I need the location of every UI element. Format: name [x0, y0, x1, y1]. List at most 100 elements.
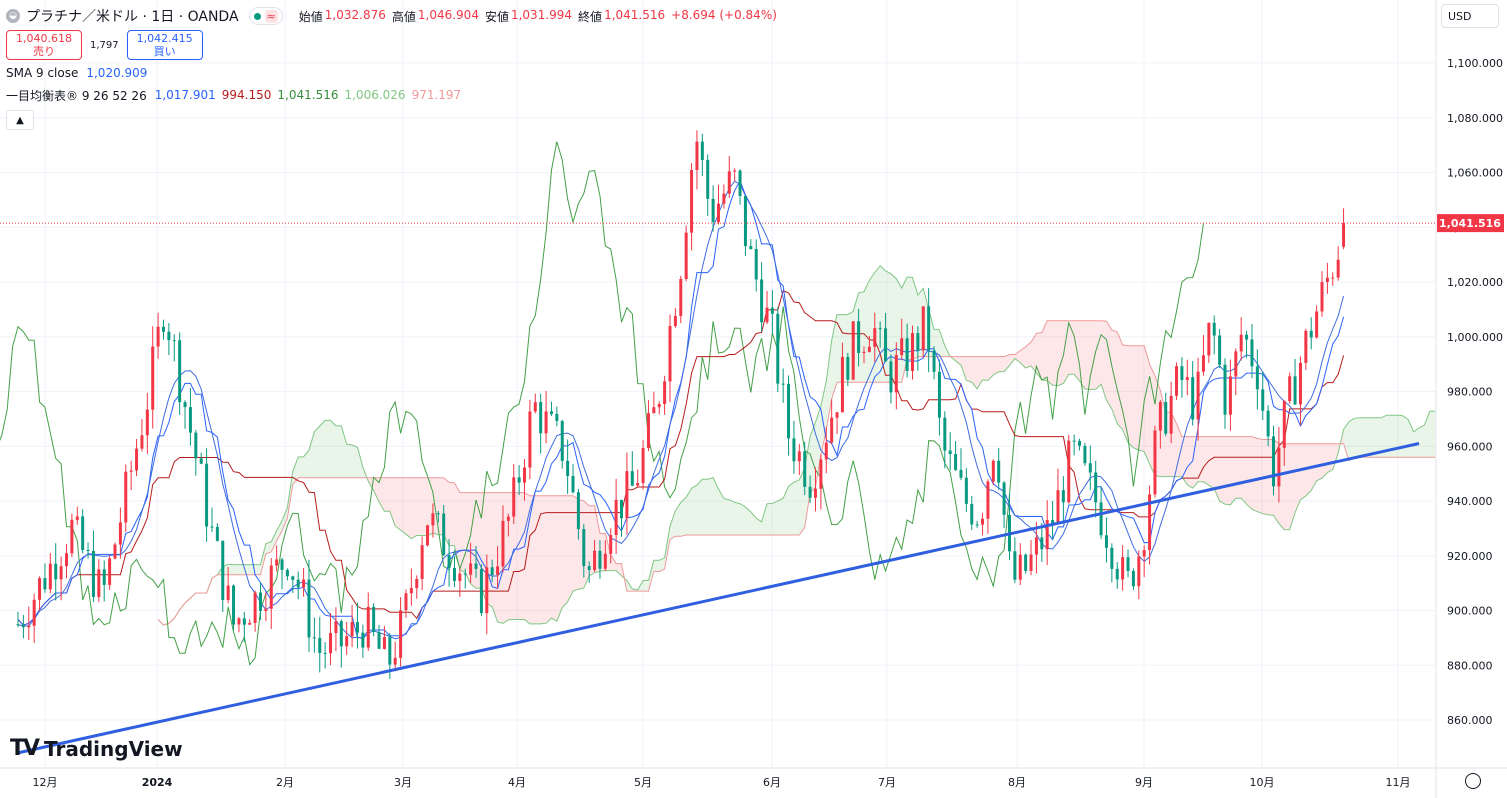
y-tick-label: 960.000 — [1447, 440, 1493, 453]
candle-body — [528, 411, 532, 468]
candle-body — [749, 246, 753, 250]
candle-body — [991, 460, 995, 482]
candle-body — [242, 618, 246, 625]
candle-body — [205, 463, 209, 527]
open-label: 始値 — [298, 9, 323, 24]
x-tick-label: 11月 — [1386, 776, 1411, 789]
candle-body — [1320, 281, 1324, 312]
candle-body — [194, 432, 198, 459]
candle-body — [485, 567, 489, 614]
candle-body — [318, 637, 322, 654]
candle-body — [183, 402, 187, 408]
x-tick-label: 7月 — [878, 776, 896, 789]
candle-body — [840, 356, 844, 413]
candle-body — [765, 307, 769, 323]
candle-body — [280, 559, 284, 570]
candle-body — [916, 333, 920, 351]
low-value: 1,031.994 — [510, 7, 573, 22]
candle-body — [905, 338, 909, 371]
candle-body — [226, 585, 230, 601]
candle-body — [32, 599, 36, 626]
candle-body — [539, 402, 543, 434]
candle-body — [873, 328, 877, 347]
candle-body — [1207, 322, 1211, 356]
candle-body — [43, 578, 47, 590]
symbol-title[interactable]: プラチナ／米ドル · 1日 · OANDA — [26, 9, 239, 25]
candle-body — [296, 579, 300, 588]
tradingview-logo[interactable]: TV TradingView — [10, 736, 183, 761]
candle-body — [178, 340, 182, 403]
candle-body — [760, 279, 764, 323]
candle-body — [474, 563, 478, 569]
candle-body — [48, 563, 52, 590]
candle-body — [16, 624, 20, 626]
candle-body — [1110, 547, 1114, 569]
close-value: 1,041.516 — [604, 7, 666, 22]
buy-button[interactable]: 1,042.415 買い — [126, 30, 203, 60]
candle-body — [1142, 550, 1146, 557]
y-tick-label: 1,100.000 — [1447, 57, 1503, 70]
candle-body — [587, 566, 591, 571]
candle-body — [388, 637, 392, 665]
candle-body — [970, 503, 974, 525]
candle-body — [1078, 440, 1082, 446]
senkou-span-b-line — [157, 320, 1436, 626]
candle-body — [393, 657, 397, 665]
candle-body — [59, 566, 63, 580]
candle-body — [582, 529, 586, 567]
candle-body — [248, 622, 252, 625]
candle-body — [1083, 445, 1087, 464]
candle-body — [1121, 557, 1125, 580]
candle-body — [442, 513, 446, 556]
candle-body — [431, 513, 435, 526]
candle-body — [339, 621, 343, 647]
candle-body — [975, 524, 979, 526]
candle-body — [1045, 520, 1049, 550]
sell-button[interactable]: 1,040.618 売り — [6, 30, 82, 60]
candle-body — [345, 636, 349, 647]
candle-body — [1061, 490, 1065, 503]
settings-gear-icon[interactable]: ⚙ — [1465, 773, 1481, 789]
candle-body — [889, 361, 893, 393]
sma-indicator-row[interactable]: SMA 9 close 1,020.909 — [6, 62, 777, 84]
candle-body — [312, 637, 316, 639]
candle-body — [1169, 395, 1173, 434]
last-price-tag — [1437, 214, 1504, 233]
candle-body — [1126, 557, 1130, 571]
currency-label: USD — [1448, 9, 1472, 23]
candle-body — [1148, 494, 1152, 551]
candle-body — [566, 460, 570, 477]
collapse-legend-button[interactable]: ▲ — [6, 110, 34, 130]
candle-body — [927, 306, 931, 351]
candle-body — [323, 653, 327, 655]
candle-body — [1336, 259, 1340, 278]
x-tick-label: 6月 — [763, 776, 781, 789]
brand-name: TradingView — [44, 736, 183, 761]
candle-body — [1288, 376, 1292, 402]
ichimoku-indicator-row[interactable]: 一目均衡表® 9 26 52 26 1,017.901 994.150 1,04… — [6, 84, 777, 106]
candle-body — [1088, 463, 1092, 473]
close-label: 終値 — [578, 9, 603, 24]
candle-body — [711, 198, 715, 223]
sma-value: 1,020.909 — [86, 66, 148, 80]
candle-body — [878, 328, 882, 330]
candle-body — [1029, 554, 1033, 571]
ohlc-values: 始値 1,032.876 高値 1,046.904 安値 1,031.994 終値 1,… — [293, 8, 777, 25]
candle-body — [722, 193, 726, 204]
candle-body — [1072, 440, 1076, 442]
candle-body — [1175, 366, 1179, 396]
candle-body — [118, 522, 122, 545]
market-status-pill[interactable]: ≈ — [248, 7, 283, 25]
candle-body — [1272, 436, 1276, 487]
candle-body — [1250, 339, 1254, 367]
candle-body — [1099, 502, 1103, 536]
candle-body — [1234, 351, 1238, 377]
candle-body — [964, 477, 968, 504]
y-tick-label: 920.000 — [1447, 550, 1493, 563]
candle-body — [506, 516, 510, 521]
currency-selector[interactable]: USD — [1441, 4, 1499, 28]
candle-body — [452, 567, 456, 581]
candle-body — [921, 306, 925, 351]
candle-body — [156, 326, 160, 347]
